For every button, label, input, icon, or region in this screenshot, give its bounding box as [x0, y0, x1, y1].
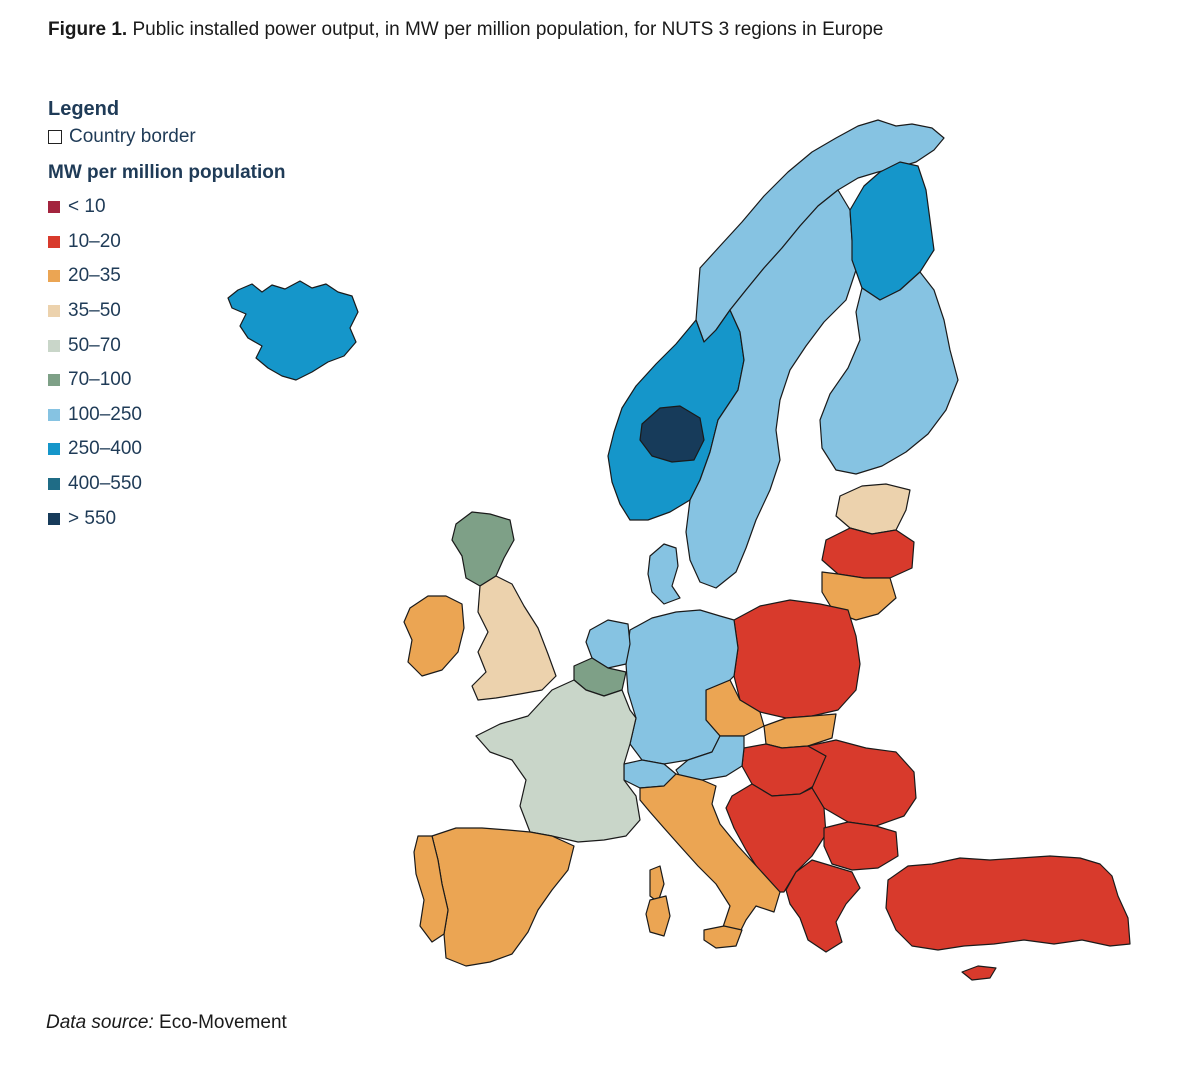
- legend-country-border: Country border: [48, 126, 285, 148]
- data-source-value: Eco-Movement: [159, 1012, 287, 1033]
- region-estonia: [835, 483, 911, 535]
- border-swatch-icon: [48, 130, 62, 144]
- scale-heading: MW per million population: [48, 162, 286, 183]
- legend-swatch: [48, 339, 60, 352]
- region-norway-inland: [639, 405, 705, 463]
- legend-swatch: [48, 201, 60, 214]
- legend-swatch: [48, 478, 60, 491]
- data-source: Data source: Eco-Movement: [46, 1012, 287, 1034]
- border-label: Country border: [69, 126, 196, 147]
- legend-swatch: [48, 374, 60, 387]
- region-turkey: [885, 855, 1131, 951]
- region-spain: [431, 827, 575, 967]
- legend-item-label: 35–50: [68, 300, 121, 322]
- legend-item: 50–70: [48, 328, 285, 363]
- legend-item: < 10: [48, 190, 285, 225]
- figure-caption: Figure 1. Public installed power output,…: [48, 19, 883, 41]
- region-portugal: [413, 835, 449, 943]
- legend-swatch: [48, 235, 60, 248]
- region-france: [475, 679, 641, 843]
- region-corsica: [649, 865, 665, 903]
- legend-classes: < 10 10–20 20–35 35–50 50–70 70–100 100–…: [48, 190, 285, 536]
- region-denmark: [647, 543, 681, 605]
- legend-item: 20–35: [48, 259, 285, 294]
- legend-item: 10–20: [48, 225, 285, 260]
- region-iceland: [227, 280, 359, 381]
- figure-label: Figure 1.: [48, 19, 128, 40]
- region-ireland: [403, 595, 465, 677]
- legend-swatch: [48, 408, 60, 421]
- region-germany: [625, 609, 739, 765]
- region-cyprus: [961, 965, 997, 981]
- region-netherlands: [585, 619, 631, 669]
- legend-item-label: 20–35: [68, 265, 121, 287]
- region-balkans: [725, 783, 827, 893]
- legend-swatch: [48, 270, 60, 283]
- legend-item: 35–50: [48, 294, 285, 329]
- data-source-label: Data source:: [46, 1012, 154, 1033]
- legend-item: > 550: [48, 501, 285, 536]
- legend-item: 250–400: [48, 432, 285, 467]
- legend-item: 70–100: [48, 363, 285, 398]
- region-bulgaria: [823, 821, 899, 871]
- figure-title: Public installed power output, in MW per…: [132, 19, 884, 40]
- legend-item-label: 50–70: [68, 334, 121, 356]
- legend-item-label: 250–400: [68, 438, 142, 460]
- legend-item-label: < 10: [68, 196, 106, 218]
- region-italy: [639, 773, 781, 941]
- legend-item-label: 100–250: [68, 403, 142, 425]
- legend-swatch: [48, 512, 60, 525]
- legend-heading: Legend: [48, 98, 120, 120]
- legend-item: 100–250: [48, 398, 285, 433]
- region-finland-south: [819, 271, 959, 475]
- region-greece: [785, 859, 861, 953]
- legend-swatch: [48, 443, 60, 456]
- region-latvia: [821, 527, 915, 579]
- region-finland-north: [849, 161, 935, 301]
- legend-item-label: 400–550: [68, 473, 142, 495]
- legend-item: 400–550: [48, 467, 285, 502]
- legend-swatch: [48, 305, 60, 318]
- region-poland: [733, 599, 861, 719]
- legend-item-label: 10–20: [68, 230, 121, 252]
- region-sardinia: [645, 895, 671, 937]
- region-united-kingdom: [471, 575, 557, 701]
- region-sweden: [685, 189, 857, 589]
- legend-item-label: 70–100: [68, 369, 132, 391]
- region-scotland: [451, 511, 515, 587]
- region-sicily: [703, 925, 743, 949]
- legend: Legend Country border MW per million pop…: [48, 98, 285, 536]
- legend-item-label: > 550: [68, 507, 117, 529]
